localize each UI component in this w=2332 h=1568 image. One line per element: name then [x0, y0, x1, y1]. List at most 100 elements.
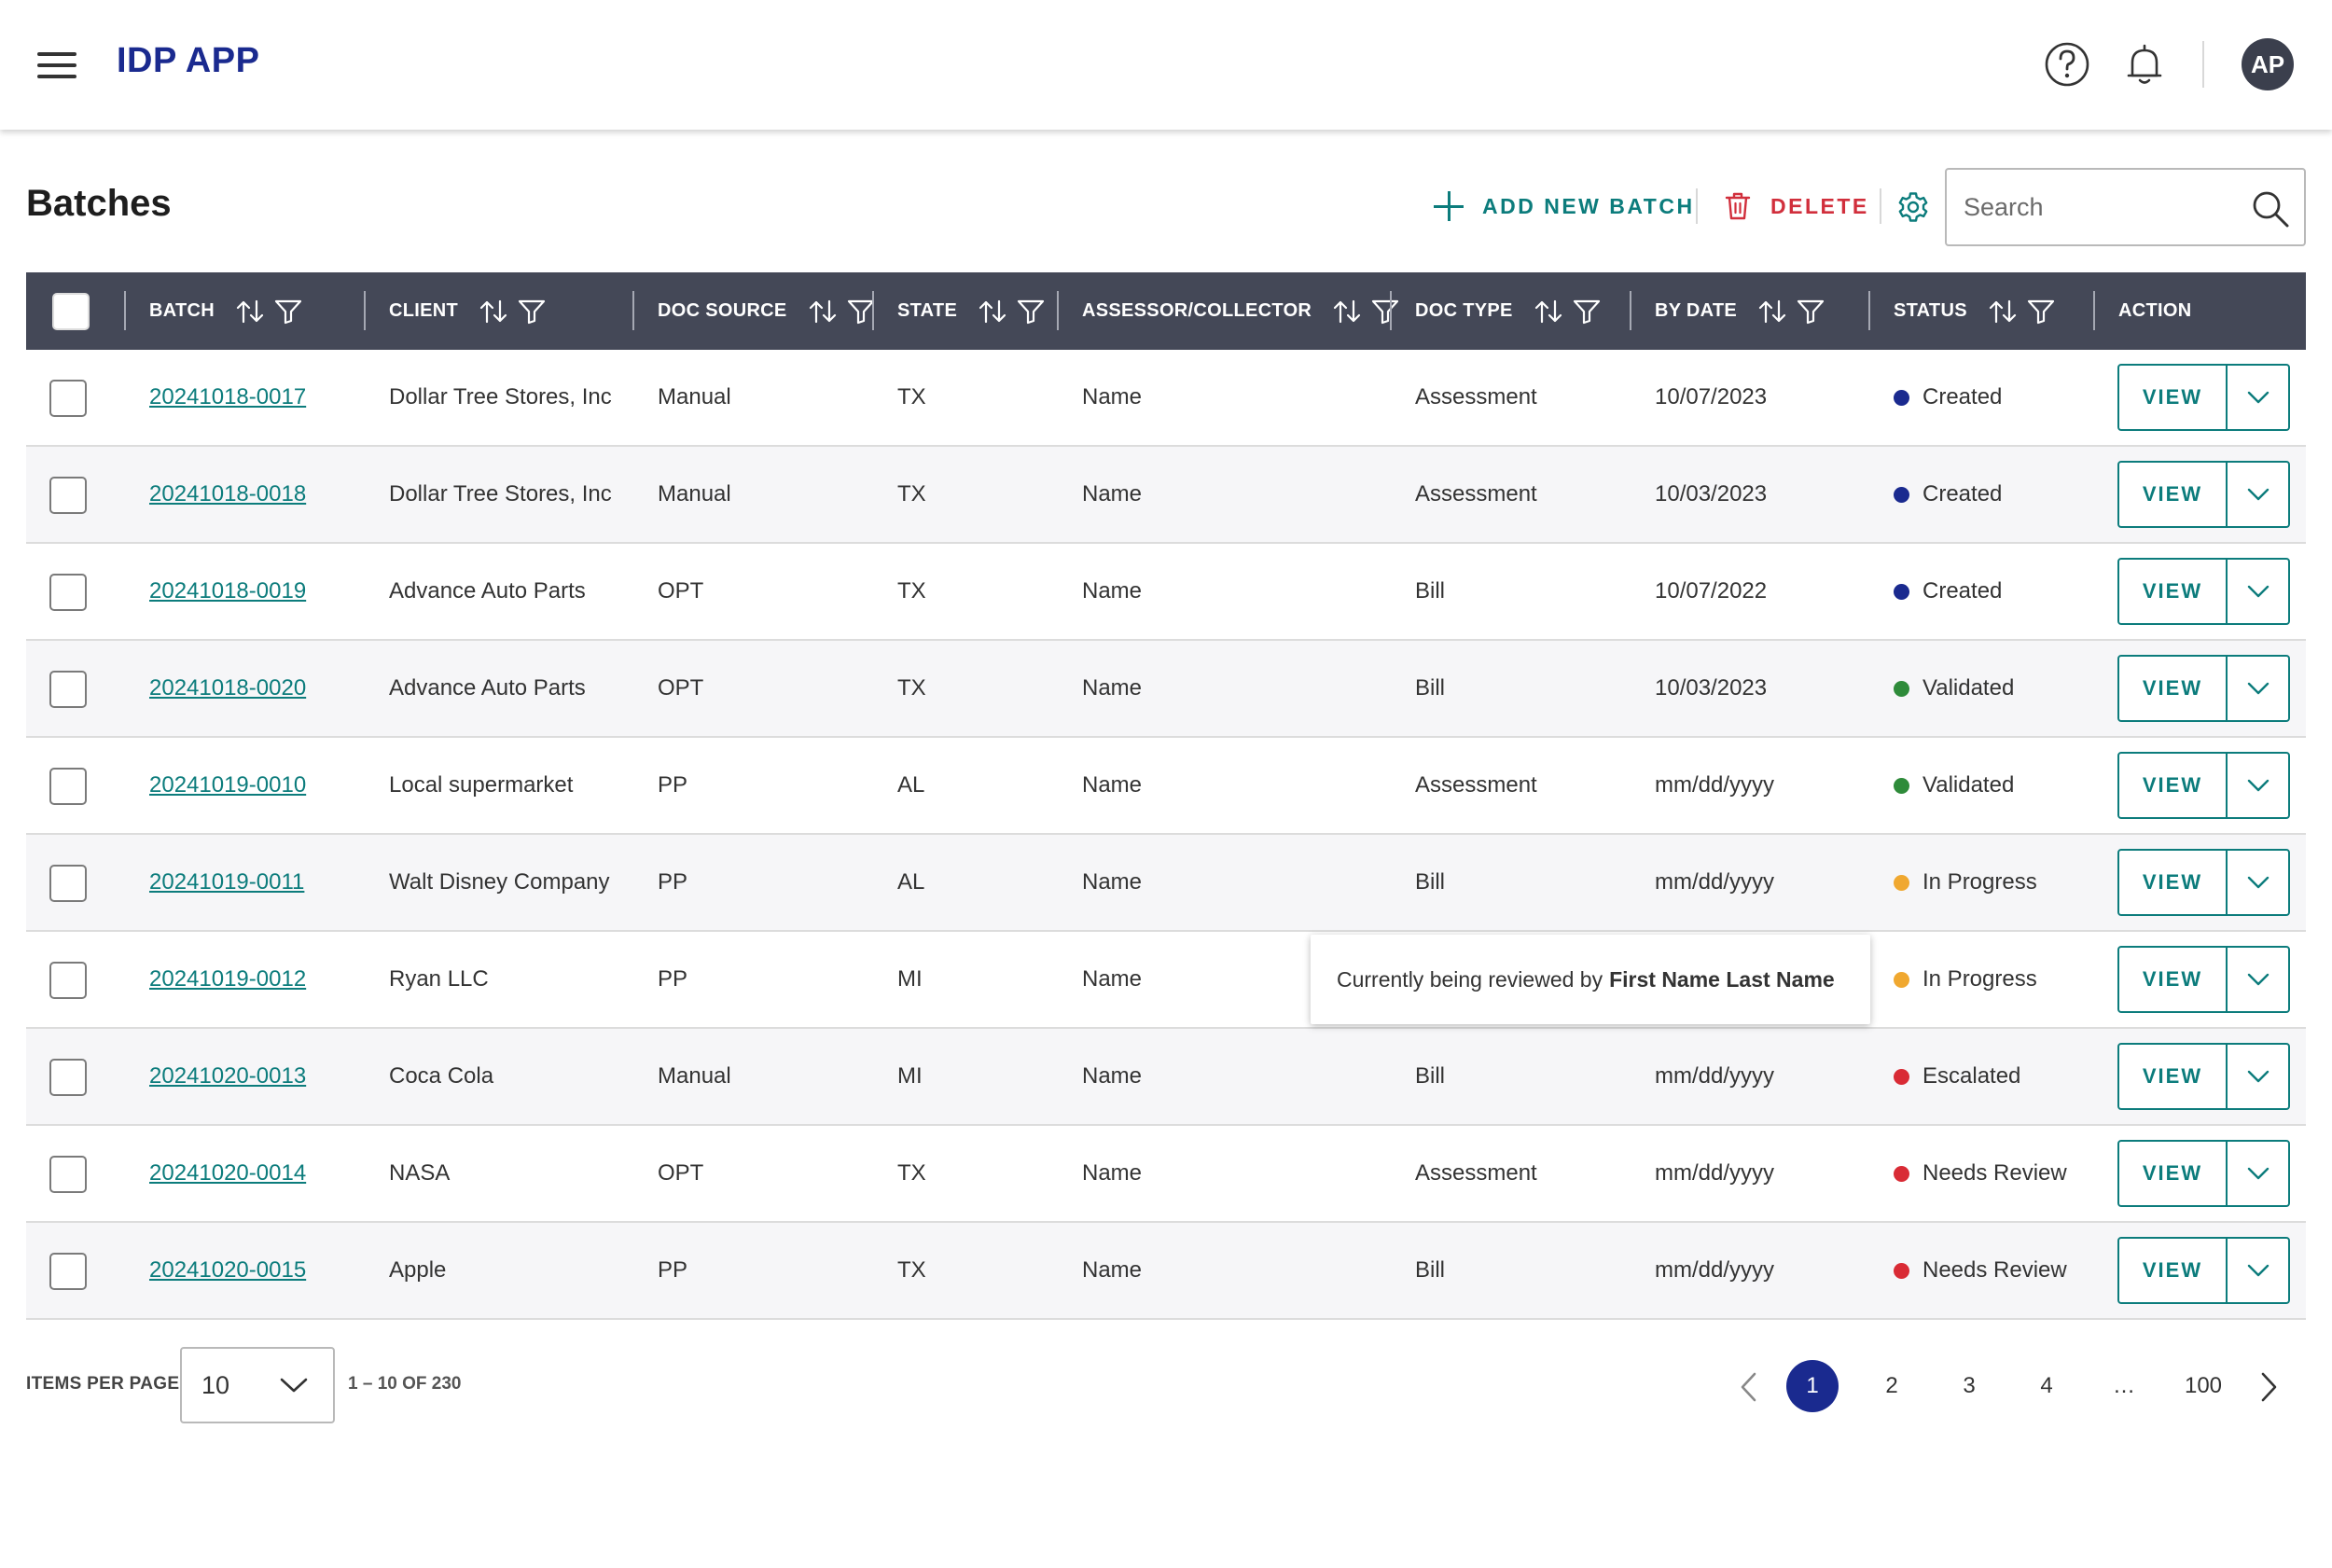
page-3-button[interactable]: 3 [1963, 1373, 1976, 1398]
view-dropdown-toggle[interactable] [2228, 463, 2288, 526]
view-dropdown-toggle[interactable] [2228, 754, 2288, 817]
column-separator [632, 291, 634, 330]
status-label: Needs Review [1923, 1160, 2067, 1186]
batch-link[interactable]: 20241018-0019 [149, 578, 307, 604]
batch-link[interactable]: 20241020-0013 [149, 1063, 307, 1089]
status-dot [1894, 583, 1909, 600]
filter-icon[interactable] [847, 298, 875, 325]
view-button[interactable]: VIEW [2119, 463, 2228, 526]
table-row: 20241020-0014 NASA OPT TX Name Assessment mm/d… [26, 1126, 2306, 1223]
view-dropdown-toggle[interactable] [2228, 851, 2288, 914]
chevron-down-icon [2247, 973, 2269, 986]
view-dropdown-toggle[interactable] [2228, 1239, 2288, 1302]
sort-icon[interactable] [808, 298, 838, 325]
filter-icon[interactable] [274, 298, 302, 325]
view-button[interactable]: VIEW [2119, 1045, 2228, 1108]
filter-icon[interactable] [2027, 298, 2055, 325]
sort-icon[interactable] [479, 298, 508, 325]
search-icon[interactable] [2250, 188, 2291, 229]
help-icon[interactable] [2044, 40, 2090, 89]
sort-icon[interactable] [1534, 298, 1563, 325]
row-checkbox[interactable] [49, 380, 87, 417]
items-per-page-select[interactable]: 10 [180, 1347, 335, 1423]
view-button[interactable]: VIEW [2119, 948, 2228, 1011]
filter-icon[interactable] [1371, 298, 1399, 325]
gear-icon[interactable] [1897, 191, 1929, 223]
chevron-down-icon [2247, 682, 2269, 695]
status-label: In Progress [1923, 869, 2037, 895]
view-button[interactable]: VIEW [2119, 366, 2228, 429]
row-checkbox[interactable] [49, 574, 87, 611]
view-dropdown-toggle[interactable] [2228, 366, 2288, 429]
delete-label: DELETE [1770, 193, 1869, 218]
row-checkbox[interactable] [49, 671, 87, 708]
page-4-button[interactable]: 4 [2040, 1373, 2053, 1398]
sort-icon[interactable] [1757, 298, 1787, 325]
row-checkbox[interactable] [49, 962, 87, 999]
view-dropdown-toggle[interactable] [2228, 560, 2288, 623]
view-button[interactable]: VIEW [2119, 754, 2228, 817]
sort-icon[interactable] [1332, 298, 1362, 325]
bell-icon[interactable] [2121, 40, 2168, 89]
page-100-button[interactable]: 100 [2184, 1373, 2223, 1398]
view-dropdown-toggle[interactable] [2228, 1045, 2288, 1108]
search-input[interactable] [1964, 187, 2243, 228]
batch-link[interactable]: 20241020-0015 [149, 1257, 307, 1283]
items-per-page-label: ITEMS PER PAGE: [26, 1374, 186, 1394]
filter-icon[interactable] [1797, 298, 1825, 325]
client-cell: Dollar Tree Stores, Inc [389, 481, 612, 506]
status-cell: Needs Review [1894, 1223, 2067, 1318]
status-label: Created [1923, 384, 2003, 409]
column-label: CLIENT [389, 300, 459, 321]
filter-icon[interactable] [1573, 298, 1601, 325]
view-button[interactable]: VIEW [2119, 657, 2228, 720]
row-checkbox[interactable] [49, 477, 87, 514]
batch-link[interactable]: 20241018-0020 [149, 675, 307, 701]
view-button[interactable]: VIEW [2119, 1239, 2228, 1302]
view-dropdown-toggle[interactable] [2228, 948, 2288, 1011]
state-cell: TX [897, 384, 926, 409]
client-cell: Walt Disney Company [389, 869, 610, 895]
view-dropdown-toggle[interactable] [2228, 1142, 2288, 1205]
batch-link[interactable]: 20241019-0010 [149, 772, 307, 798]
column-separator [124, 291, 126, 330]
status-dot [1894, 874, 1909, 891]
column-header-assessor: ASSESSOR/COLLECTOR [1082, 272, 1409, 350]
row-checkbox[interactable] [49, 768, 87, 805]
doc-type-cell: Assessment [1415, 384, 1537, 409]
batch-link[interactable]: 20241018-0017 [149, 384, 307, 409]
view-button[interactable]: VIEW [2119, 560, 2228, 623]
avatar[interactable]: AP [2242, 38, 2294, 90]
view-button[interactable]: VIEW [2119, 1142, 2228, 1205]
column-header-by-date: BY DATE [1655, 272, 1834, 350]
chevron-right-icon[interactable] [2257, 1371, 2280, 1403]
assessor-cell: Name [1082, 578, 1143, 604]
row-checkbox[interactable] [49, 1253, 87, 1290]
doc-type-cell: Assessment [1415, 1160, 1537, 1186]
select-all-checkbox[interactable] [52, 293, 90, 330]
sort-icon[interactable] [978, 298, 1007, 325]
add-new-batch-button[interactable]: ADD NEW BATCH [1434, 187, 1695, 226]
status-label: Escalated [1923, 1063, 2021, 1089]
filter-icon[interactable] [518, 298, 546, 325]
table-row: 20241019-0010 Local supermarket PP AL Name As… [26, 738, 2306, 835]
batch-link[interactable]: 20241019-0011 [149, 869, 305, 895]
filter-icon[interactable] [1017, 298, 1045, 325]
page-1-button[interactable]: 1 [1786, 1360, 1839, 1412]
row-checkbox[interactable] [49, 1059, 87, 1096]
row-checkbox[interactable] [49, 865, 87, 902]
delete-button[interactable]: DELETE [1724, 187, 1869, 226]
batch-link[interactable]: 20241018-0018 [149, 481, 307, 506]
row-checkbox[interactable] [49, 1156, 87, 1193]
client-cell: Advance Auto Parts [389, 675, 586, 701]
page-2-button[interactable]: 2 [1885, 1373, 1898, 1398]
batch-link[interactable]: 20241020-0014 [149, 1160, 307, 1186]
batch-link[interactable]: 20241019-0012 [149, 966, 307, 992]
sort-icon[interactable] [1988, 298, 2018, 325]
view-dropdown-toggle[interactable] [2228, 657, 2288, 720]
assessor-cell: Name [1082, 1063, 1143, 1089]
hamburger-menu-icon[interactable] [37, 49, 78, 78]
view-button[interactable]: VIEW [2119, 851, 2228, 914]
chevron-left-icon[interactable] [1738, 1371, 1760, 1403]
sort-icon[interactable] [235, 298, 265, 325]
